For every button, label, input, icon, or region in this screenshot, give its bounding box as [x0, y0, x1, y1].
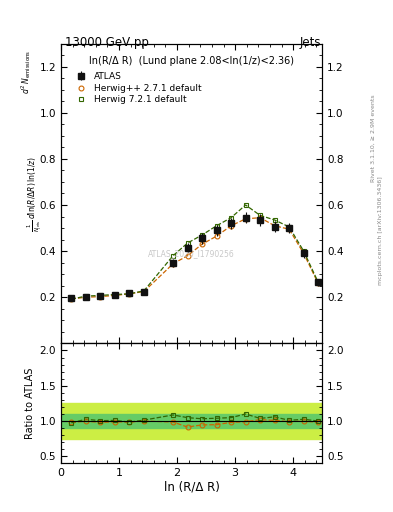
Text: mcplots.cern.ch [arXiv:1306.3436]: mcplots.cern.ch [arXiv:1306.3436] — [378, 176, 383, 285]
Herwig 7.2.1 default — [301, 248, 306, 254]
Text: Rivet 3.1.10, ≥ 2.9M events: Rivet 3.1.10, ≥ 2.9M events — [371, 94, 376, 182]
Herwig 7.2.1 default — [69, 296, 74, 302]
Herwig 7.2.1 default — [171, 253, 175, 259]
Herwig++ 2.7.1 default — [141, 288, 146, 294]
Herwig 7.2.1 default — [287, 224, 292, 230]
Herwig 7.2.1 default — [98, 292, 103, 298]
Herwig 7.2.1 default — [185, 240, 190, 246]
Line: Herwig++ 2.7.1 default: Herwig++ 2.7.1 default — [69, 215, 321, 302]
Herwig++ 2.7.1 default — [98, 293, 103, 300]
Text: ATLAS_2020_I1790256: ATLAS_2020_I1790256 — [148, 249, 235, 258]
Text: Jets: Jets — [300, 36, 321, 49]
Herwig 7.2.1 default — [229, 215, 233, 221]
Text: $\frac{1}{N_{\rm jets}}\,d\ln(R/\Delta R)\,\ln(1/z)$: $\frac{1}{N_{\rm jets}}\,d\ln(R/\Delta R… — [26, 155, 44, 231]
Herwig 7.2.1 default — [214, 223, 219, 229]
Herwig 7.2.1 default — [258, 212, 263, 219]
Herwig++ 2.7.1 default — [258, 215, 263, 221]
Herwig 7.2.1 default — [200, 232, 204, 238]
Legend: ATLAS, Herwig++ 2.7.1 default, Herwig 7.2.1 default: ATLAS, Herwig++ 2.7.1 default, Herwig 7.… — [71, 72, 202, 104]
Herwig 7.2.1 default — [112, 291, 117, 297]
X-axis label: ln (R/Δ R): ln (R/Δ R) — [163, 481, 220, 494]
Line: Herwig 7.2.1 default: Herwig 7.2.1 default — [69, 203, 321, 302]
Herwig 7.2.1 default — [127, 291, 132, 297]
Herwig 7.2.1 default — [272, 217, 277, 223]
Herwig 7.2.1 default — [316, 279, 321, 285]
Herwig++ 2.7.1 default — [200, 241, 204, 247]
Herwig++ 2.7.1 default — [69, 296, 74, 302]
Herwig++ 2.7.1 default — [229, 223, 233, 229]
Text: ln(R/Δ R)  (Lund plane 2.08<ln(1/z)<2.36): ln(R/Δ R) (Lund plane 2.08<ln(1/z)<2.36) — [89, 55, 294, 66]
Herwig++ 2.7.1 default — [185, 253, 190, 259]
Text: 13000 GeV pp: 13000 GeV pp — [65, 36, 149, 49]
Herwig 7.2.1 default — [84, 293, 88, 299]
Herwig++ 2.7.1 default — [84, 294, 88, 301]
Herwig++ 2.7.1 default — [287, 226, 292, 232]
Herwig++ 2.7.1 default — [112, 292, 117, 298]
Herwig++ 2.7.1 default — [171, 261, 175, 267]
Text: $d^2\,N_{\rm emissions}$: $d^2\,N_{\rm emissions}$ — [19, 50, 33, 94]
Herwig 7.2.1 default — [243, 202, 248, 208]
Y-axis label: Ratio to ATLAS: Ratio to ATLAS — [25, 368, 35, 439]
Bar — [61, 414, 322, 428]
Herwig++ 2.7.1 default — [301, 250, 306, 257]
Herwig 7.2.1 default — [141, 288, 146, 294]
Bar — [61, 403, 322, 439]
Herwig++ 2.7.1 default — [214, 233, 219, 239]
Herwig++ 2.7.1 default — [272, 223, 277, 229]
Herwig++ 2.7.1 default — [127, 291, 132, 297]
Herwig++ 2.7.1 default — [316, 281, 321, 287]
Herwig++ 2.7.1 default — [243, 216, 248, 222]
